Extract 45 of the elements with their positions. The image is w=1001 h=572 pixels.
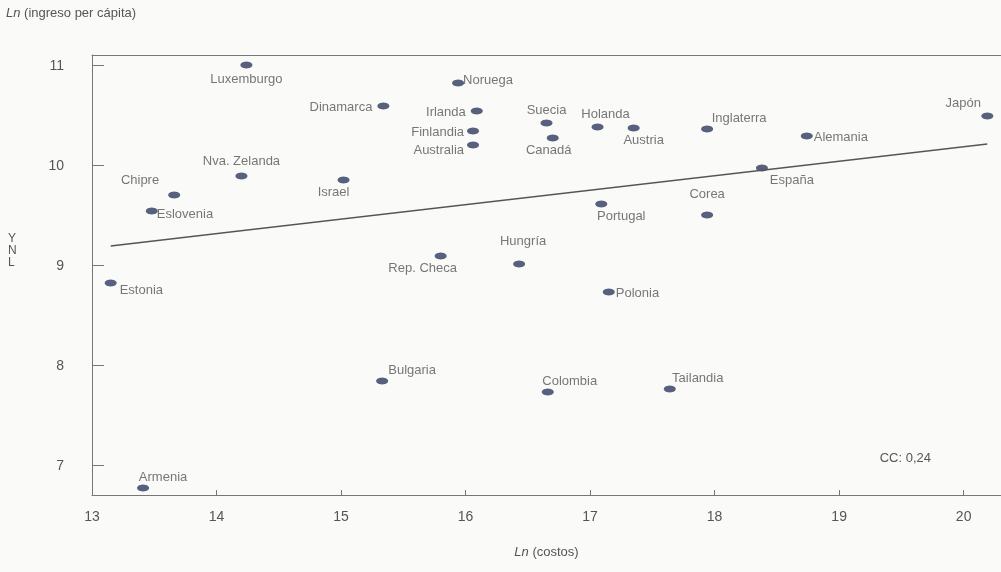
y-tick-label: 8: [56, 357, 65, 373]
annotation: Finlandia: [411, 123, 465, 139]
annotation: Nva. Zelanda: [202, 153, 281, 168]
annotation: Bulgaria: [388, 362, 437, 377]
annotation: Hungría: [499, 233, 547, 248]
annotation: Holanda: [581, 106, 631, 121]
annotation: Israel: [317, 184, 350, 199]
x-tick-label: 14: [208, 508, 225, 524]
annotation: Irlanda: [426, 103, 467, 119]
y-axis-title: Ln (ingreso per cápita): [6, 5, 137, 20]
y-tick-label: 7: [56, 457, 65, 473]
annotation: Armenia: [138, 469, 189, 484]
annotation: Austria: [623, 132, 665, 147]
annotation: Australia: [413, 141, 465, 157]
annotation: Corea: [689, 186, 726, 201]
annotation: Luxemburgo: [210, 71, 283, 86]
x-tick-label: 16: [457, 508, 474, 524]
x-tick-label: 13: [84, 508, 100, 524]
annotation: Canadá: [525, 142, 573, 157]
annotation: CC: 0,24: [879, 450, 932, 465]
x-tick-label: 19: [831, 508, 848, 524]
annotation: Tailandia: [672, 370, 725, 385]
annotation: Suecia: [526, 102, 568, 117]
annotation: Portugal: [597, 208, 646, 223]
annotation: Estonia: [119, 281, 164, 297]
x-axis-title: Ln (costos): [514, 544, 579, 559]
annotation: Chipre: [120, 171, 160, 187]
annotation: Eslovenia: [156, 205, 214, 221]
annotation: Dinamarca: [309, 98, 374, 114]
x-tick-label: 20: [955, 508, 972, 524]
text: YNL: [8, 231, 17, 269]
y-tick-label: 10: [48, 157, 65, 173]
y-tick-label: 11: [49, 57, 65, 73]
x-tick-label: 17: [582, 508, 599, 524]
annotation: Noruega: [463, 71, 514, 87]
annotation: Rep. Checa: [388, 260, 458, 275]
y-tick-label: 9: [56, 257, 65, 273]
annotation: Japón: [945, 95, 982, 110]
annotation: Colombia: [542, 373, 598, 388]
x-tick-label: 15: [333, 508, 350, 524]
annotation: España: [769, 172, 815, 187]
annotation: Inglaterra: [711, 110, 768, 125]
x-tick-label: 18: [706, 508, 723, 524]
annotation: Alemania: [813, 128, 869, 144]
annotation: Polonia: [615, 284, 660, 300]
